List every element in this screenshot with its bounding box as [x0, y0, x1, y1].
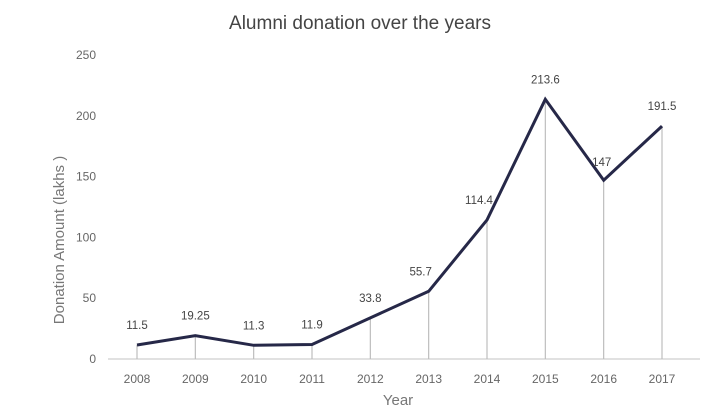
- x-tick-label: 2009: [182, 372, 209, 386]
- x-tick-label: 2013: [415, 372, 442, 386]
- y-axis-label: Donation Amount (lakhs ): [51, 156, 68, 324]
- x-axis-label: Year: [383, 392, 413, 409]
- x-tick-label: 2012: [357, 372, 384, 386]
- data-label: 191.5: [648, 101, 677, 113]
- data-label: 55.7: [409, 266, 431, 278]
- chart-title: Alumni donation over the years: [229, 13, 491, 34]
- data-label: 19.25: [181, 311, 210, 323]
- y-tick-label: 250: [76, 48, 96, 62]
- data-label: 11.9: [301, 320, 323, 332]
- data-label: 11.5: [126, 320, 148, 332]
- data-label: 114.4: [465, 195, 494, 207]
- data-label: 33.8: [359, 293, 381, 305]
- series-line: [136, 96, 664, 347]
- x-tick-label: 2017: [649, 372, 676, 386]
- x-tick-label: 2015: [532, 372, 559, 386]
- x-tick-label: 2011: [299, 372, 325, 386]
- y-tick-label: 200: [76, 109, 96, 123]
- data-label: 147: [592, 157, 611, 169]
- y-tick-label: 150: [76, 170, 96, 184]
- data-label: 11.3: [243, 320, 265, 332]
- y-tick-label: 0: [89, 352, 96, 366]
- data-label: 213.6: [531, 74, 560, 86]
- x-tick-label: 2014: [474, 372, 501, 386]
- x-tick-label: 2008: [124, 372, 151, 386]
- x-tick-label: 2016: [590, 372, 617, 386]
- x-tick-label: 2010: [240, 372, 267, 386]
- y-tick-label: 50: [83, 291, 97, 305]
- y-tick-label: 100: [76, 230, 96, 244]
